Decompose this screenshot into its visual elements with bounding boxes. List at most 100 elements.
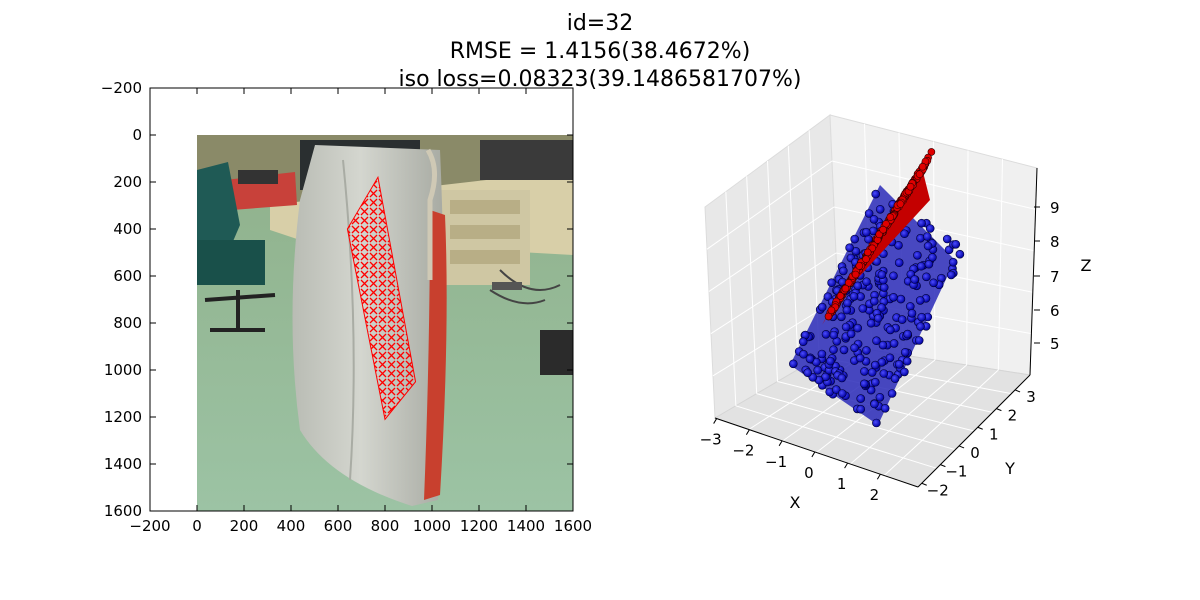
blue-point xyxy=(951,240,961,249)
blue-point xyxy=(864,209,874,218)
x-tick-label: 1000 xyxy=(413,517,451,535)
blue-point xyxy=(942,234,952,244)
left-y-ticks: −200 0 200 400 600 800 1000 1200 1400 1600 xyxy=(101,79,573,520)
y-tick-label: 1600 xyxy=(104,502,142,520)
y3d-tick-label: 0 xyxy=(970,444,980,462)
y-tick-label: −200 xyxy=(101,79,142,97)
left-axes-frame xyxy=(149,87,574,512)
blue-point xyxy=(946,270,956,280)
red-point xyxy=(915,170,924,178)
blue-point xyxy=(897,315,907,324)
x3d-tick-mark xyxy=(713,418,718,424)
blue-point xyxy=(798,337,808,347)
y-tick-label: 1000 xyxy=(104,361,142,379)
blue-point xyxy=(829,345,838,355)
blue-point xyxy=(900,367,909,377)
red-point xyxy=(918,162,927,171)
blue-point xyxy=(929,278,938,288)
blue-point xyxy=(924,259,934,269)
blue-point xyxy=(861,227,871,237)
y-tick-label: 200 xyxy=(113,173,142,191)
z3d-tick-label: 7 xyxy=(1050,268,1060,286)
red-point xyxy=(836,292,845,300)
blue-point xyxy=(858,304,868,313)
blue-point xyxy=(870,399,879,409)
x-tick-label: 1600 xyxy=(554,517,592,535)
blue-point xyxy=(862,346,871,355)
red-point xyxy=(851,270,860,279)
blue-point xyxy=(805,354,815,364)
red-point xyxy=(841,284,850,293)
y-tick-label: 0 xyxy=(132,126,142,144)
x-tick-label: 600 xyxy=(324,517,353,535)
blue-point xyxy=(925,224,935,233)
x3d-tick-label: −1 xyxy=(765,453,787,471)
blue-point xyxy=(896,294,906,304)
blue-point xyxy=(839,345,849,355)
x3d-tick-mark xyxy=(745,429,750,435)
red-point xyxy=(855,262,864,270)
blue-point xyxy=(846,329,856,339)
blue-point xyxy=(902,356,912,366)
title-line-1: id=32 xyxy=(567,11,634,36)
x3d-tick-label: −3 xyxy=(700,431,722,449)
y3d-tick-label: 2 xyxy=(1008,407,1018,425)
blue-point xyxy=(870,360,880,370)
blue-point xyxy=(880,403,890,413)
y-tick-label: 400 xyxy=(113,220,142,238)
blue-point xyxy=(856,404,866,414)
blue-point xyxy=(860,367,869,376)
blue-point xyxy=(850,343,859,353)
x3d-tick-mark xyxy=(811,451,816,458)
blue-point xyxy=(900,347,910,357)
y-tick-label: 600 xyxy=(113,267,142,285)
blue-point xyxy=(917,312,927,322)
blue-point xyxy=(903,329,912,339)
blue-point xyxy=(845,243,854,252)
x-tick-label: 200 xyxy=(230,517,259,535)
z-axis-label: Z xyxy=(1081,256,1092,275)
x3d-tick-mark xyxy=(778,440,783,447)
x-tick-label: 400 xyxy=(277,517,306,535)
blue-point xyxy=(890,374,900,383)
red-point xyxy=(824,312,833,321)
y-tick-label: 1200 xyxy=(104,408,142,426)
title-line-2: RMSE = 1.4156(38.4672%) xyxy=(450,39,751,64)
red-point xyxy=(844,278,853,287)
overlay-marker-cloud xyxy=(346,175,417,421)
y3d-tick-label: −2 xyxy=(927,481,949,499)
blue-point xyxy=(889,339,899,348)
blue-point xyxy=(843,298,852,308)
z3d-tick-label: 9 xyxy=(1050,199,1060,217)
blue-point xyxy=(821,329,831,339)
blue-point xyxy=(872,418,881,428)
blue-point xyxy=(877,303,886,312)
red-point xyxy=(927,148,936,156)
blue-point xyxy=(817,349,827,359)
blue-point xyxy=(907,308,917,318)
blue-point xyxy=(894,359,904,369)
x3d-tick-label: 1 xyxy=(837,475,847,493)
blue-point xyxy=(928,253,937,262)
blue-point xyxy=(869,215,879,224)
blue-point xyxy=(948,257,958,267)
blue-point xyxy=(923,241,933,251)
blue-point xyxy=(916,322,925,331)
blue-point xyxy=(817,302,827,312)
left-x-ticks: −200 0 200 400 600 800 1000 1200 1400 1600 xyxy=(129,88,592,535)
z3d-tick-label: 5 xyxy=(1050,335,1060,353)
x3d-tick-mark xyxy=(844,462,849,469)
red-point xyxy=(906,182,915,191)
x3d-tick-mark xyxy=(876,473,881,480)
y3d-tick-mark xyxy=(1014,389,1021,393)
blue-point xyxy=(837,312,846,322)
blue-point xyxy=(853,323,863,333)
y3d-tick-mark xyxy=(921,482,927,486)
x3d-tick-label: 2 xyxy=(870,486,880,504)
blue-point xyxy=(849,292,859,301)
blue-point xyxy=(827,278,836,288)
x-tick-label: 1200 xyxy=(460,517,498,535)
red-point xyxy=(896,200,905,208)
red-point xyxy=(827,306,836,315)
y3d-tick-label: 3 xyxy=(1026,388,1036,406)
